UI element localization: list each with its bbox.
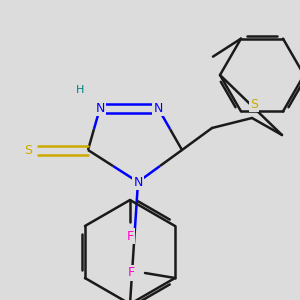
Text: H: H bbox=[76, 85, 84, 95]
Text: N: N bbox=[95, 101, 105, 115]
Text: F: F bbox=[128, 266, 135, 280]
Text: S: S bbox=[24, 143, 32, 157]
Text: N: N bbox=[153, 101, 163, 115]
Text: F: F bbox=[126, 230, 134, 242]
Text: N: N bbox=[133, 176, 143, 188]
Text: S: S bbox=[250, 98, 258, 110]
